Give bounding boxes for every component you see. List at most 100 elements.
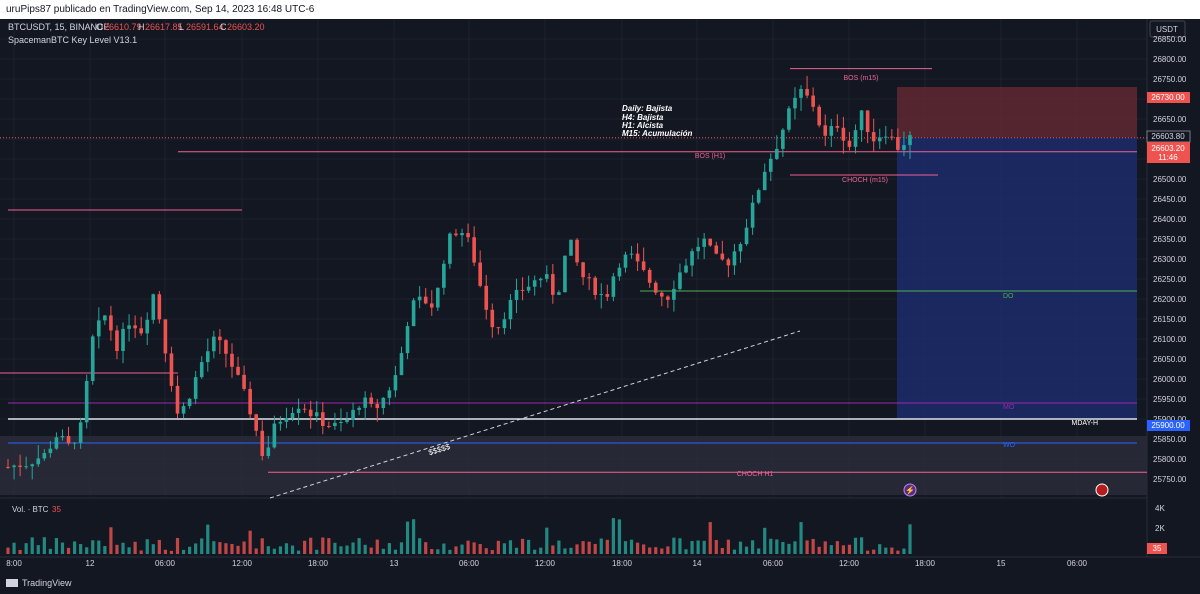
x-tick-label: 18:00: [915, 559, 936, 568]
candle-body: [902, 145, 906, 150]
candle-body: [205, 351, 210, 363]
ohlc-o-value: 26610.79: [104, 22, 142, 32]
volume-bar: [315, 549, 319, 554]
candle-body: [514, 289, 519, 301]
volume-bar: [484, 548, 488, 554]
do-label: DO: [1003, 293, 1014, 300]
volume-bar: [539, 547, 543, 554]
volume-bar: [175, 537, 180, 554]
candle-body: [181, 406, 186, 414]
candle-body: [12, 465, 16, 468]
ohlc-h-key: H: [138, 22, 145, 32]
volume-bar: [188, 546, 192, 554]
publish-bar: uruPips87 publicado en TradingView.com, …: [0, 0, 1200, 19]
volume-bar: [726, 539, 730, 554]
candle-body: [502, 319, 507, 329]
choch-h1-label: CHOCH H1: [737, 471, 774, 478]
y-tick-label: 26350.00: [1153, 235, 1187, 244]
volume-bar: [702, 540, 706, 554]
x-tick-label: 18:00: [612, 559, 633, 568]
volume-bar: [393, 549, 398, 554]
volume-bar: [751, 540, 755, 554]
candle-body: [750, 202, 755, 228]
tp-tag: 26730.00: [1151, 93, 1185, 102]
y-tick-label: 26300.00: [1153, 255, 1187, 264]
candle-body: [896, 137, 900, 150]
y-tick-label: 26800.00: [1153, 55, 1187, 64]
volume-bar: [599, 538, 603, 554]
candle-body: [684, 265, 688, 273]
volume-bar: [121, 542, 125, 554]
candle-body: [805, 88, 809, 96]
volume-bar: [387, 543, 391, 554]
volume-bar: [878, 544, 882, 554]
bias-m15: M15: Acumulación: [622, 129, 692, 138]
volume-bar: [163, 549, 167, 554]
volume-bar: [569, 547, 573, 554]
candle-body: [436, 287, 440, 308]
y-tick-label: 26200.00: [1153, 295, 1187, 304]
price-chart[interactable]: BOS (m15) BOS (H1) CHOCH (m15) CHOCH H1 …: [0, 19, 1200, 594]
lightning-icon[interactable]: [903, 483, 917, 497]
y-tick-label: 26650.00: [1153, 115, 1187, 124]
candle-body: [720, 253, 725, 260]
candle-body: [448, 233, 452, 264]
last-tag: 26603.80: [1151, 132, 1185, 141]
candle-body: [357, 407, 361, 410]
tradingview-logo-icon: [6, 579, 18, 587]
candle-body: [345, 419, 349, 422]
candle-body: [575, 239, 579, 263]
candle-body: [363, 397, 367, 408]
candle-body: [611, 276, 616, 297]
current-tag-bg: [1147, 142, 1190, 163]
flag-us-icon[interactable]: [1095, 483, 1109, 497]
volume-bar: [847, 544, 852, 554]
volume-bar: [79, 544, 83, 554]
bos-h1-label: BOS (H1): [695, 153, 725, 160]
volume-bar: [127, 547, 131, 554]
ohlc-o-key: O: [96, 22, 103, 32]
candle-body: [97, 320, 101, 337]
volume-bar: [375, 539, 379, 554]
volume-bar: [593, 543, 597, 554]
volume-bar: [72, 541, 77, 554]
volume-bar: [490, 550, 494, 554]
candle-body: [829, 126, 834, 136]
candle-body: [175, 385, 180, 414]
volume-bar: [218, 542, 222, 554]
candle-body: [163, 319, 168, 354]
countdown-tag: 11:46: [1158, 153, 1178, 162]
volume-bar: [157, 539, 161, 554]
volume-bar: [242, 541, 246, 554]
currency-button[interactable]: [1149, 20, 1186, 38]
candle-body: [351, 409, 355, 420]
volume-bar: [635, 542, 640, 554]
candle-body: [109, 315, 113, 331]
ohlc-l-value: 26591.64: [186, 22, 224, 32]
volume-bar: [757, 548, 761, 554]
wo-label: WO: [1003, 442, 1016, 449]
volume-bar: [769, 538, 773, 554]
candle-body: [84, 380, 89, 423]
candle-body: [768, 158, 773, 172]
volume-bar: [278, 546, 283, 554]
choch-m15-label: CHOCH (m15): [842, 177, 888, 184]
volume-bar: [224, 543, 228, 554]
candle-body: [320, 412, 325, 426]
candle-body: [762, 171, 767, 191]
volume-bar: [399, 542, 404, 554]
candle-body: [647, 269, 652, 283]
candle-body: [835, 126, 840, 128]
volume-bar: [617, 519, 622, 554]
candle-body: [890, 136, 894, 138]
volume-bar: [896, 550, 900, 554]
volume-bar: [351, 542, 355, 554]
volume-bar: [502, 543, 507, 554]
volume-bar: [139, 550, 143, 554]
candle-body: [841, 127, 846, 141]
candle-body: [36, 458, 41, 465]
volume-bar: [884, 547, 888, 554]
candle-body: [399, 353, 404, 376]
candle-body: [659, 292, 664, 297]
candle-body: [127, 325, 131, 329]
